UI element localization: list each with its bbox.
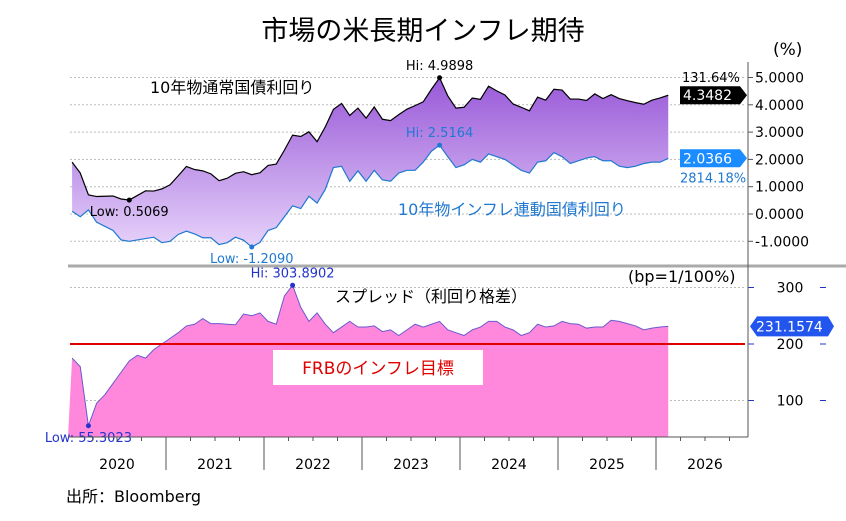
- real-hilo-label: Low: -1.2090: [210, 252, 294, 267]
- source-label: 出所：Bloomberg: [66, 487, 201, 506]
- real-marker: [249, 244, 255, 250]
- spread-last-value-tag: [750, 316, 834, 337]
- nominal-last-value-tag-text: 4.3482: [683, 88, 732, 104]
- real-last-value-tag: [680, 149, 747, 168]
- y-tick-label: 0.0000: [755, 207, 804, 223]
- lower-unit-label: (bp=1/100%): [628, 267, 736, 286]
- nominal-last-value-tag: [680, 86, 747, 105]
- y-tick-label: 2.0000: [755, 152, 804, 168]
- spread-marker: [85, 423, 91, 429]
- upper-unit-label: (%): [773, 40, 802, 60]
- spread-marker: [290, 282, 296, 288]
- x-tick-label: 2020: [99, 457, 135, 473]
- target-label-box: [273, 350, 483, 385]
- nominal-yield-line: [71, 76, 669, 201]
- chart-title: 市場の米長期インフレ期待: [261, 16, 584, 47]
- y-tick-label: 300: [777, 281, 804, 297]
- real-marker: [437, 142, 443, 148]
- spread-series-label: スプレッド（利回り格差）: [335, 287, 527, 306]
- fed-target-label: FRBのインフレ目標: [302, 359, 454, 379]
- spread-line: [71, 284, 669, 426]
- nominal-change-label: 131.64%: [682, 71, 740, 86]
- x-tick-label: 2023: [393, 457, 429, 473]
- y-tick-label: 4.0000: [755, 98, 804, 114]
- y-tick-label: -1.0000: [755, 234, 809, 250]
- y-tick-label: 1.0000: [755, 180, 804, 196]
- real-series-label: 10年物インフレ連動国債利回り: [398, 200, 626, 219]
- x-tick-label: 2024: [491, 457, 527, 473]
- upper-panel: 5.0000 4.0000 3.0000 2.0000 1.0000 0.0000 -1.0…: [70, 59, 809, 267]
- real-change-label: 2814.18%: [680, 171, 746, 186]
- x-axis-ticks: 2020 2021 2022 2023 2024 2025 2026: [92, 437, 730, 473]
- spread-last-value-text: 231.1574: [756, 319, 823, 335]
- x-tick-label: 2021: [197, 457, 233, 473]
- real-yield-line: [71, 144, 669, 248]
- nominal-marker: [126, 197, 132, 203]
- spread-hilo-label: Low: 55.3023: [45, 431, 132, 446]
- nominal-series-label: 10年物通常国債利回り: [150, 78, 314, 97]
- nominal-marker: [437, 75, 443, 81]
- x-tick-label: 2022: [295, 457, 331, 473]
- real-hilo-label: Hi: 2.5164: [406, 126, 473, 141]
- x-tick-label: 2025: [589, 457, 625, 473]
- spread-hilo-label: Hi: 303.8902: [251, 266, 335, 281]
- nominal-hilo-label: Low: 0.5069: [90, 205, 169, 220]
- nominal-hilo-label: Hi: 4.9898: [406, 59, 473, 74]
- y-tick-label: 100: [777, 394, 804, 410]
- x-tick-label: 2026: [687, 457, 723, 473]
- y-tick-label: 3.0000: [755, 125, 804, 141]
- spread-fill-area: [72, 77, 669, 248]
- real-last-value-tag-text: 2.0366: [683, 151, 732, 167]
- y-tick-label: 5.0000: [755, 71, 804, 87]
- y-tick-label: 200: [777, 337, 804, 353]
